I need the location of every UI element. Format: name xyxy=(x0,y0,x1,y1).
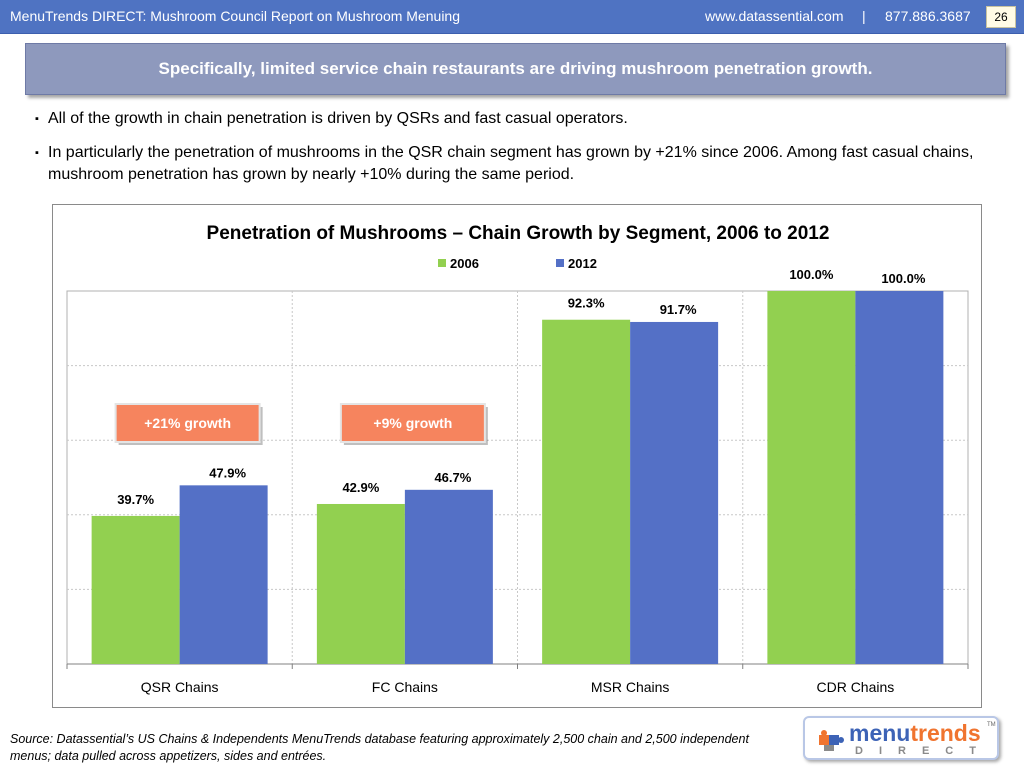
data-label: 92.3% xyxy=(568,296,605,311)
data-label: 46.7% xyxy=(434,470,471,485)
data-label: 100.0% xyxy=(789,267,834,282)
logo-subword: DIRECT xyxy=(855,745,992,757)
bullet-item: ▪ In particularly the penetration of mus… xyxy=(35,142,985,186)
header-phone: 877.886.3687 xyxy=(885,8,971,24)
bar-2012 xyxy=(630,321,719,664)
growth-callout-label: +21% growth xyxy=(144,415,231,431)
growth-callout xyxy=(339,403,486,443)
header-separator: | xyxy=(862,8,866,24)
header-bar: MenuTrends DIRECT: Mushroom Council Repo… xyxy=(0,0,1024,34)
data-label: 42.9% xyxy=(342,480,379,495)
legend-swatch xyxy=(556,259,564,267)
category-label: QSR Chains xyxy=(141,679,219,695)
logo-wordmark: menutrends xyxy=(849,720,981,746)
menutrends-logo: menutrends DIRECT TM xyxy=(803,716,999,760)
legend-swatch xyxy=(438,259,446,267)
bullet-text: All of the growth in chain penetration i… xyxy=(48,110,628,127)
chart-title: Penetration of Mushrooms – Chain Growth … xyxy=(207,223,830,244)
bar-2012 xyxy=(855,291,944,664)
puzzle-icon xyxy=(819,730,844,751)
header-website[interactable]: www.datassential.com xyxy=(705,8,844,24)
headline-banner: Specifically, limited service chain rest… xyxy=(25,43,1006,95)
bullet-item: ▪ All of the growth in chain penetration… xyxy=(35,108,985,130)
legend-label: 2012 xyxy=(568,256,597,271)
header-title: MenuTrends DIRECT: Mushroom Council Repo… xyxy=(10,8,460,24)
bar-2006 xyxy=(316,503,405,664)
page-number: 26 xyxy=(986,6,1016,28)
bullet-marker: ▪ xyxy=(35,147,39,159)
data-label: 91.7% xyxy=(660,302,697,317)
data-label: 47.9% xyxy=(209,465,246,480)
logo-trademark: TM xyxy=(987,722,996,728)
bullet-text: In particularly the penetration of mushr… xyxy=(48,144,974,183)
chart-frame: Penetration of Mushrooms – Chain Growth … xyxy=(52,204,982,708)
bullet-list: ▪ All of the growth in chain penetration… xyxy=(35,108,985,198)
growth-callout xyxy=(114,403,261,443)
bar-chart: Penetration of Mushrooms – Chain Growth … xyxy=(66,223,969,695)
headline-text: Specifically, limited service chain rest… xyxy=(158,59,873,78)
growth-callout-label: +9% growth xyxy=(373,415,452,431)
bar-2012 xyxy=(179,485,268,664)
bar-2006 xyxy=(91,515,180,664)
data-label: 39.7% xyxy=(117,492,154,507)
category-label: MSR Chains xyxy=(591,679,670,695)
bullet-marker: ▪ xyxy=(35,113,39,125)
bar-2012 xyxy=(404,489,493,664)
source-note: Source: Datassential’s US Chains & Indep… xyxy=(10,732,749,763)
bar-2006 xyxy=(542,319,631,664)
category-label: CDR Chains xyxy=(816,679,894,695)
legend-label: 2006 xyxy=(450,256,479,271)
data-label: 100.0% xyxy=(881,271,926,286)
bar-2006 xyxy=(767,291,856,664)
category-label: FC Chains xyxy=(372,679,438,695)
